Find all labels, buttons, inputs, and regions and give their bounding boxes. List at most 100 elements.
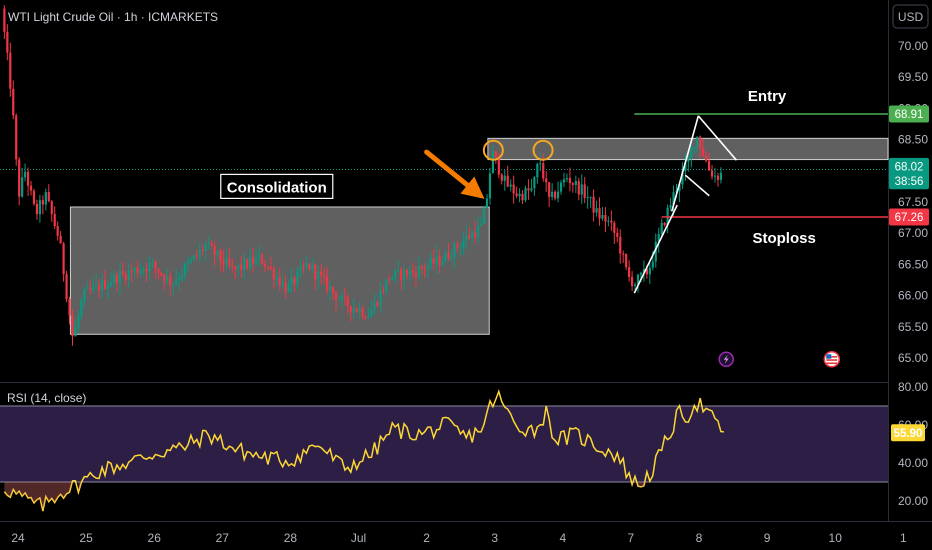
candle-body [556,191,560,199]
highlight-circle [482,139,504,161]
candle-body [373,301,376,311]
candle-body [497,157,500,175]
trend-line [684,174,710,197]
candle-body [397,269,400,271]
candle-body [598,208,601,219]
candle-body [112,274,116,283]
candle-body [249,257,252,269]
time-tick-label: 24 [11,531,25,545]
currency-button[interactable]: USD [892,4,929,29]
candle-body [169,276,172,286]
candle-body [530,188,533,191]
candle-body [352,308,355,312]
candle-body [355,308,358,312]
dividend-event-icon[interactable] [718,351,734,367]
price-tick-label: 67.50 [898,195,928,209]
candle-body [586,197,589,199]
candle-body [509,184,512,187]
candle-body [177,278,181,281]
candle-body [343,296,346,298]
time-axis[interactable]: 24 25 26 27 28 Jul 2 3 4 7 8 9 10 1 [11,531,907,545]
candle-body [710,170,714,177]
candle-body [536,164,539,178]
candle-body [559,182,563,192]
candle-body [92,286,95,290]
candle-body [186,262,190,265]
candle-body [314,264,317,280]
candle-body [494,151,497,158]
highlight-circles [482,139,554,161]
candle-body [607,220,610,222]
candle-body [432,258,435,264]
candle-body [385,279,388,292]
candle-body [592,196,595,213]
candle-body [130,270,133,272]
candle-body [551,191,554,197]
price-tick-label: 66.50 [898,257,928,271]
candle-body [106,285,110,289]
candle-body [302,267,305,269]
stoploss-label[interactable]: Stoploss [752,230,815,247]
candle-body [68,299,71,316]
price-tick-label: 67.00 [898,226,928,240]
rsi-tick-label: 40.00 [898,456,928,470]
rsi-title: RSI (14, close) [7,391,86,405]
candle-body [103,280,107,289]
candle-body [166,276,169,282]
candle-body [554,191,557,199]
time-tick-label: 4 [559,531,566,545]
time-tick-label: 27 [216,531,230,545]
candle-body [707,160,711,171]
candle-body [595,208,598,213]
candle-body [160,272,163,276]
candle-body [693,146,696,149]
candle-body [133,268,136,272]
candle-body [189,259,193,263]
candle-body [616,232,619,237]
candle-body [290,277,293,285]
candle-body [628,267,631,277]
candle-body [429,258,432,266]
candle-body [305,263,308,268]
candle-body [545,178,548,183]
candle-body [328,286,332,291]
candle-body [234,266,237,269]
candle-body [24,171,27,178]
candle-body [198,249,201,256]
candle-body [237,264,240,269]
candle-body [26,171,30,186]
candle-body [201,249,204,251]
candle-body [50,201,53,215]
entry-label[interactable]: Entry [748,88,787,105]
candle-body [423,268,426,270]
orange-arrow[interactable] [424,149,485,199]
us-flag-event-icon[interactable] [823,350,841,368]
candle-body [340,296,344,300]
candle-body [210,242,213,247]
candle-body [47,192,50,202]
candle-body [479,224,483,226]
rsi-tick-label: 80.00 [898,380,928,394]
candle-body [18,159,21,197]
candle-body [601,214,604,219]
svg-text:USD: USD [898,10,924,24]
price-tag-bg [889,172,929,190]
candle-body [604,214,607,222]
price-tag-bg [889,208,929,226]
candle-body [219,250,222,261]
price-tick-label: 70.00 [898,39,928,53]
time-tick-label: 8 [696,531,703,545]
candle-body [136,268,139,274]
candle-body [207,242,210,245]
rsi-oversold-fill [4,482,647,512]
arrow-head [460,176,485,199]
rsi-tick-label: 20.00 [898,494,928,508]
candle-body [115,274,118,284]
rsi-band [0,406,888,482]
candle-body [148,262,151,272]
consolidation-label[interactable]: Consolidation [220,173,334,199]
candle-body [471,232,474,239]
candle-body [151,261,154,263]
price-tag-bg [889,157,929,175]
